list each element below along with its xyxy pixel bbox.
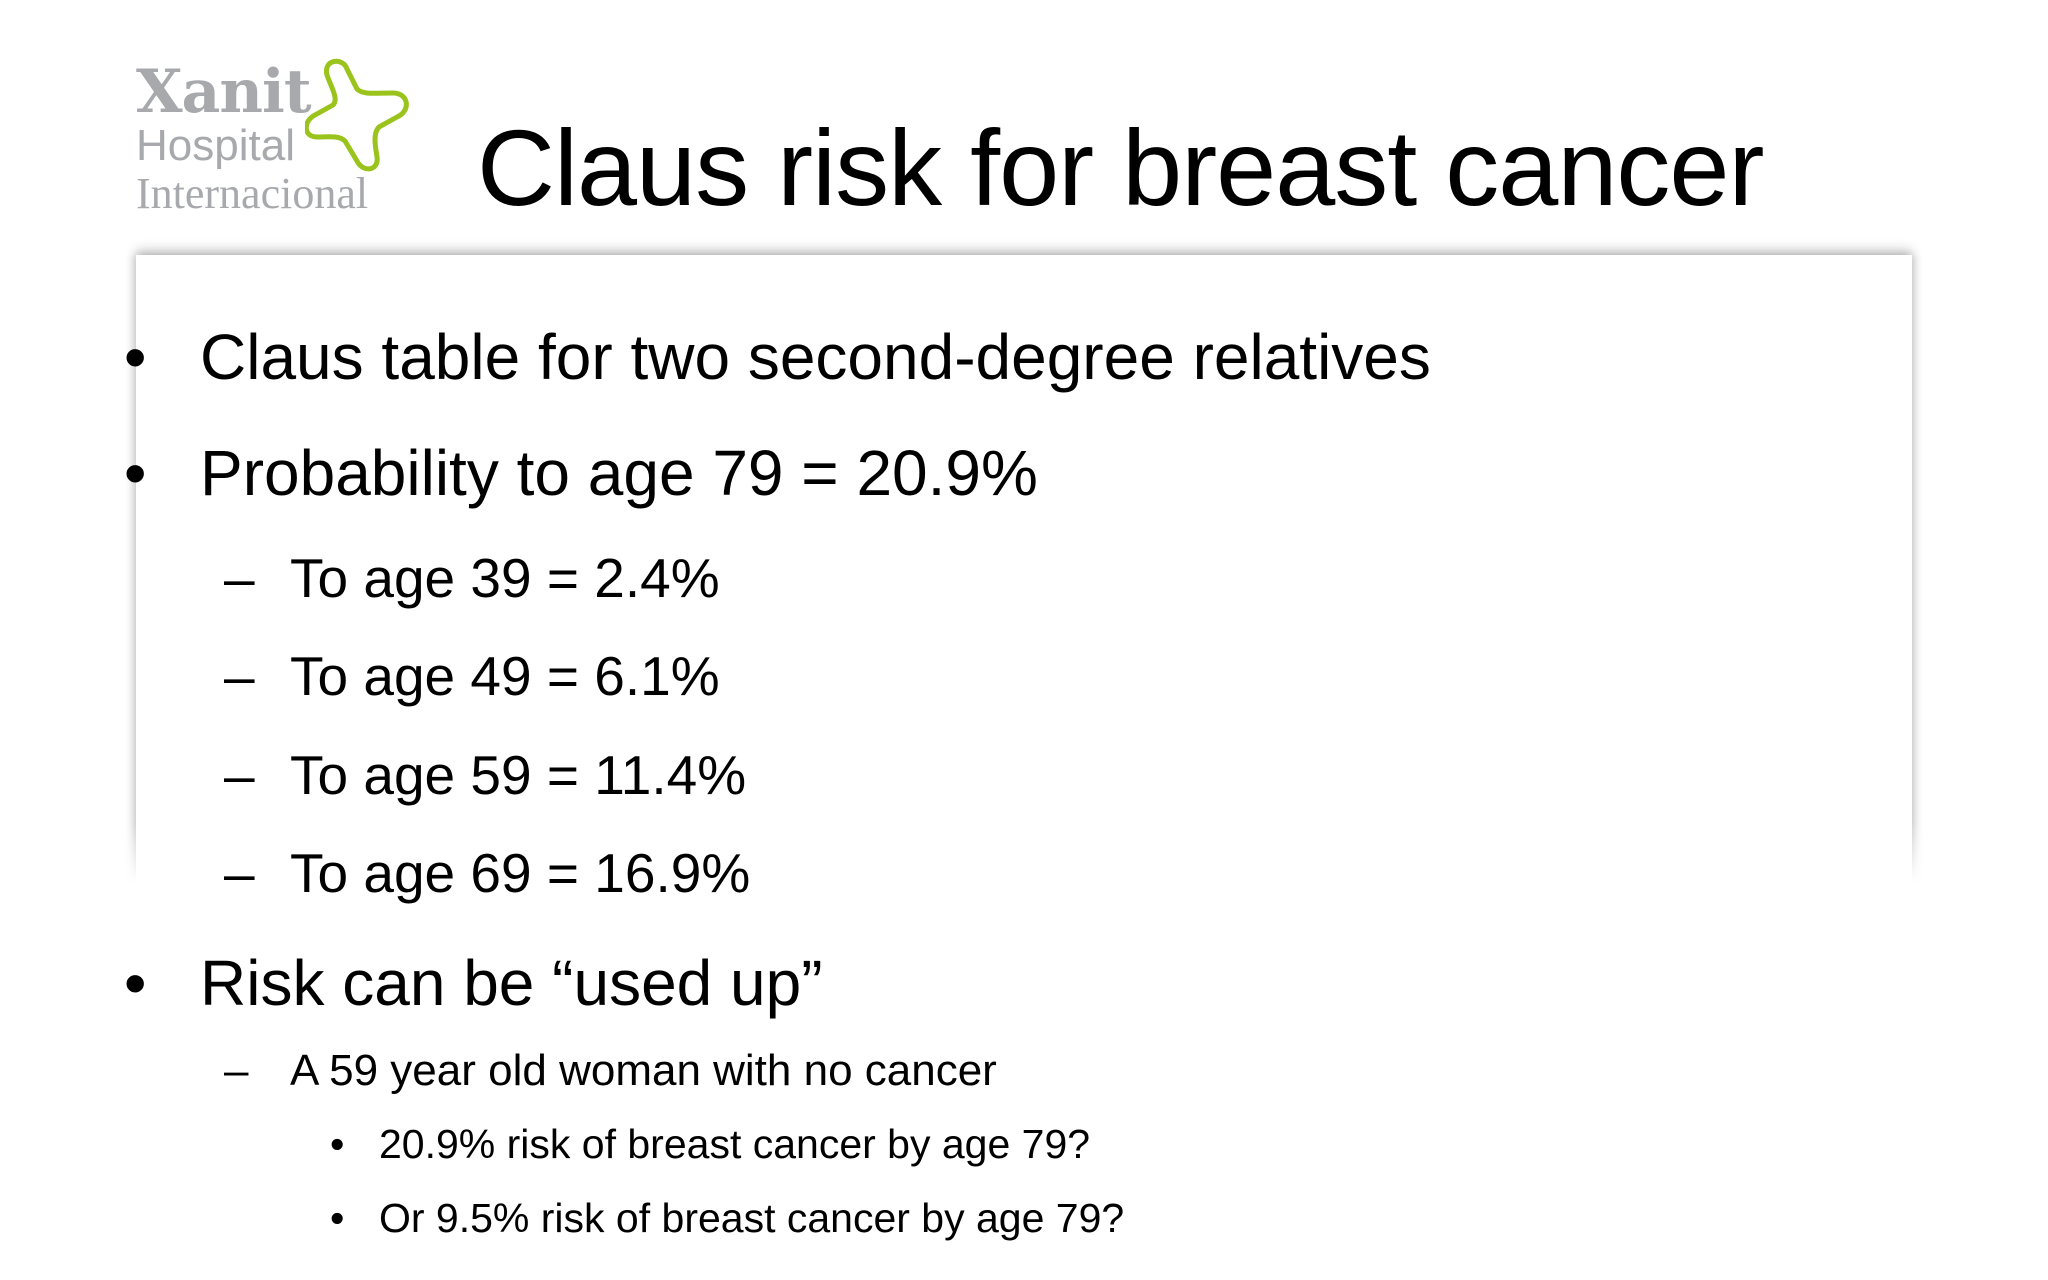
bullet-marker: • [330,1121,345,1167]
dash-marker: – [224,744,255,806]
bullet-item: Claus table for two second-degree relati… [200,321,1431,393]
bullet-marker: • [124,947,147,1019]
sub-bullet-item: To age 49 = 6.1% [290,645,720,707]
dash-marker: – [224,547,255,609]
sub-sub-bullet-item: 20.9% risk of breast cancer by age 79? [379,1121,1091,1167]
content-box-fade [120,820,1930,910]
bullet-marker: • [124,321,147,393]
dash-marker: – [224,645,255,707]
bullet-marker: • [124,437,147,509]
bullet-marker: • [330,1195,345,1241]
sub-bullet-item: To age 59 = 11.4% [290,744,747,806]
star-logo-icon [305,58,409,172]
sub-bullet-item: To age 69 = 16.9% [290,842,751,904]
sub-bullet-item: To age 39 = 2.4% [290,547,720,609]
sub-bullet-item: A 59 year old woman with no cancer [290,1046,997,1095]
logo-line-2: Hospital [136,121,295,170]
slide-title: Claus risk for breast cancer [477,107,1764,228]
content-box [136,255,1912,895]
dash-marker: – [224,1046,249,1095]
sub-sub-bullet-item: Or 9.5% risk of breast cancer by age 79? [379,1195,1125,1241]
bullet-item: Risk can be “used up” [200,947,823,1019]
bullet-item: Probability to age 79 = 20.9% [200,437,1038,509]
logo-line-1: Xanit [136,57,312,127]
logo-line-3: Internacional [136,169,369,218]
dash-marker: – [224,842,255,904]
hospital-logo: Xanit Hospital Internacional [136,62,368,216]
